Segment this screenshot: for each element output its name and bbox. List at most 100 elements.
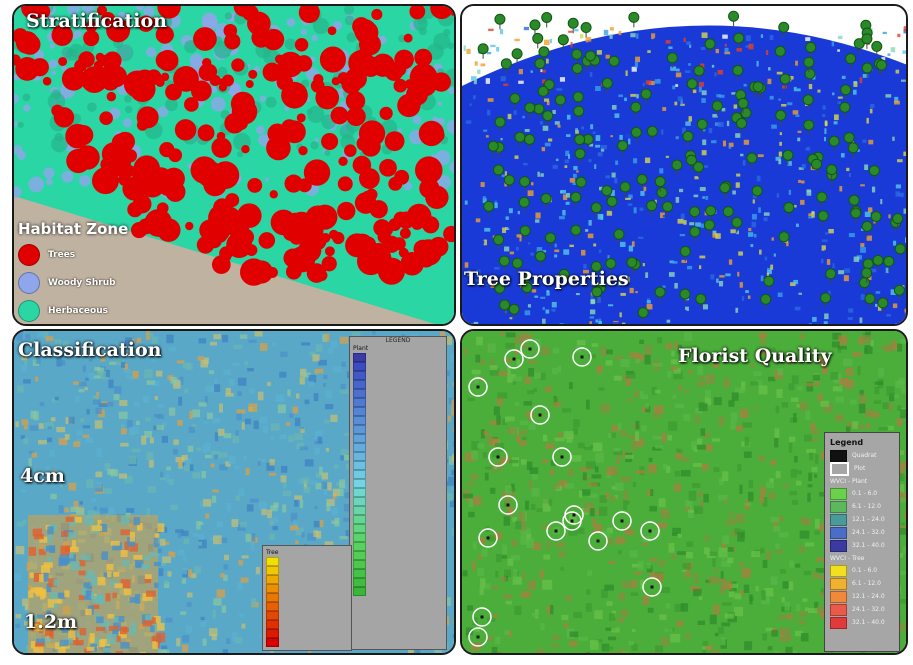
- legend-plot: Plot: [830, 461, 899, 476]
- wvci-range-label: 24.1 - 32.0: [852, 606, 885, 613]
- resolution-label-1-2m: 1.2m: [24, 611, 78, 633]
- plant-legend-row: [353, 461, 446, 470]
- tree-legend-row: [266, 575, 351, 584]
- florist-quality-panel: Florist Quality Legend Quadrat Plot WVCI…: [460, 329, 908, 655]
- plant-legend-row: [353, 578, 446, 587]
- tree-properties-panel: Tree Properties: [460, 4, 908, 326]
- plant-legend-row: [353, 389, 446, 398]
- plant-legend-row: [353, 443, 446, 452]
- plant-swatch: [353, 578, 366, 587]
- wvci-swatch: [830, 577, 847, 590]
- wvci-range-label: 6.1 - 12.0: [852, 503, 881, 510]
- plant-swatch: [353, 362, 366, 371]
- plant-legend-row: [353, 560, 446, 569]
- florist-quality-title: Florist Quality: [678, 345, 832, 367]
- wvci-legend-row: 24.1 - 32.0: [830, 526, 899, 539]
- tree-swatch: [266, 629, 279, 638]
- plant-heading: Plant: [353, 345, 369, 352]
- tree-swatch: [266, 584, 279, 593]
- quadrat-label: Quadrat: [852, 452, 877, 459]
- plant-swatch: [353, 461, 366, 470]
- plant-legend-row: [353, 569, 446, 578]
- trees-swatch: [18, 244, 40, 266]
- trees-label: Trees: [48, 250, 76, 260]
- wvci-range-label: 12.1 - 24.0: [852, 516, 885, 523]
- wvci-swatch: [830, 513, 847, 526]
- stratification-title: Stratification: [26, 10, 167, 32]
- wvci-range-label: 12.1 - 24.0: [852, 593, 885, 600]
- tree-legend-row: [266, 638, 351, 647]
- wvci-swatch: [830, 616, 847, 629]
- plant-swatch: [353, 542, 366, 551]
- plant-legend-row: [353, 434, 446, 443]
- plant-swatch: [353, 371, 366, 380]
- tree-legend-row: [266, 566, 351, 575]
- tree-properties-pointcloud: [462, 6, 906, 324]
- plant-swatch: [353, 488, 366, 497]
- wvci-swatch: [830, 590, 847, 603]
- wvci-legend-row: 0.1 - 6.0: [830, 564, 899, 577]
- plant-legend-row: [353, 425, 446, 434]
- legend-item-herbaceous: Herbaceous: [18, 300, 168, 322]
- resolution-label-4cm: 4cm: [20, 465, 65, 487]
- tree-swatch: [266, 620, 279, 629]
- wvci-swatch: [830, 526, 847, 539]
- tree-swatch: [266, 638, 279, 647]
- plant-species-legend: LEGEND Plant: [349, 336, 447, 650]
- plant-legend-row: [353, 506, 446, 515]
- plant-legend-row: [353, 524, 446, 533]
- plant-legend-row: [353, 398, 446, 407]
- plant-legend-row: [353, 416, 446, 425]
- herbaceous-swatch: [18, 300, 40, 322]
- wvci-tree-heading: WVCI - Tree: [830, 555, 865, 562]
- tree-legend-row: [266, 584, 351, 593]
- tree-legend-row: [266, 602, 351, 611]
- plant-legend-row: [353, 407, 446, 416]
- plot-label: Plot: [854, 465, 866, 472]
- legend-item-woody-shrub: Woody Shrub: [18, 272, 168, 294]
- plant-swatch: [353, 398, 366, 407]
- plant-swatch: [353, 533, 366, 542]
- plant-swatch: [353, 524, 366, 533]
- wvci-legend-row: 0.1 - 6.0: [830, 487, 899, 500]
- tree-swatch: [266, 575, 279, 584]
- plant-swatch: [353, 497, 366, 506]
- classification-title: Classification: [18, 339, 162, 361]
- tree-legend-row: [266, 611, 351, 620]
- stratification-map: [14, 6, 454, 324]
- plant-swatch: [353, 470, 366, 479]
- wvci-range-label: 32.1 - 40.0: [852, 542, 885, 549]
- tree-swatch: [266, 566, 279, 575]
- plant-swatch: [353, 380, 366, 389]
- plant-swatch: [353, 434, 366, 443]
- plant-legend-row: [353, 542, 446, 551]
- plant-swatch: [353, 353, 366, 362]
- legend-heading: LEGEND: [385, 337, 411, 344]
- wvci-range-label: 32.1 - 40.0: [852, 619, 885, 626]
- herbaceous-label: Herbaceous: [48, 306, 108, 316]
- plant-legend-row: [353, 515, 446, 524]
- wvci-legend-title: Legend: [830, 438, 864, 447]
- wvci-range-label: 0.1 - 6.0: [852, 567, 878, 574]
- tree-swatch: [266, 611, 279, 620]
- wvci-swatch: [830, 487, 847, 500]
- plant-legend-row: [353, 452, 446, 461]
- tree-legend-row: [266, 629, 351, 638]
- wvci-legend: Legend Quadrat Plot WVCI - Plant 0.1 - 6…: [824, 432, 900, 652]
- plant-swatch: [353, 443, 366, 452]
- habitat-zone-title: Habitat Zone: [18, 220, 129, 238]
- plant-swatch: [353, 560, 366, 569]
- tree-heading: Tree: [266, 549, 279, 556]
- wvci-range-label: 24.1 - 32.0: [852, 529, 885, 536]
- tree-legend-row: [266, 593, 351, 602]
- wvci-legend-row: 12.1 - 24.0: [830, 590, 899, 603]
- plant-swatch: [353, 569, 366, 578]
- plant-swatch: [353, 587, 366, 596]
- wvci-legend-row: 24.1 - 32.0: [830, 603, 899, 616]
- plant-swatch: [353, 416, 366, 425]
- classification-panel: Classification 4cm 1.2m LEGEND Plant Tre…: [12, 329, 456, 655]
- plant-legend-row: [353, 479, 446, 488]
- legend-item-trees: Trees: [18, 244, 168, 266]
- habitat-zone-legend: Habitat Zone Trees Woody Shrub Herbaceou…: [18, 220, 168, 322]
- woody-shrub-label: Woody Shrub: [48, 278, 116, 288]
